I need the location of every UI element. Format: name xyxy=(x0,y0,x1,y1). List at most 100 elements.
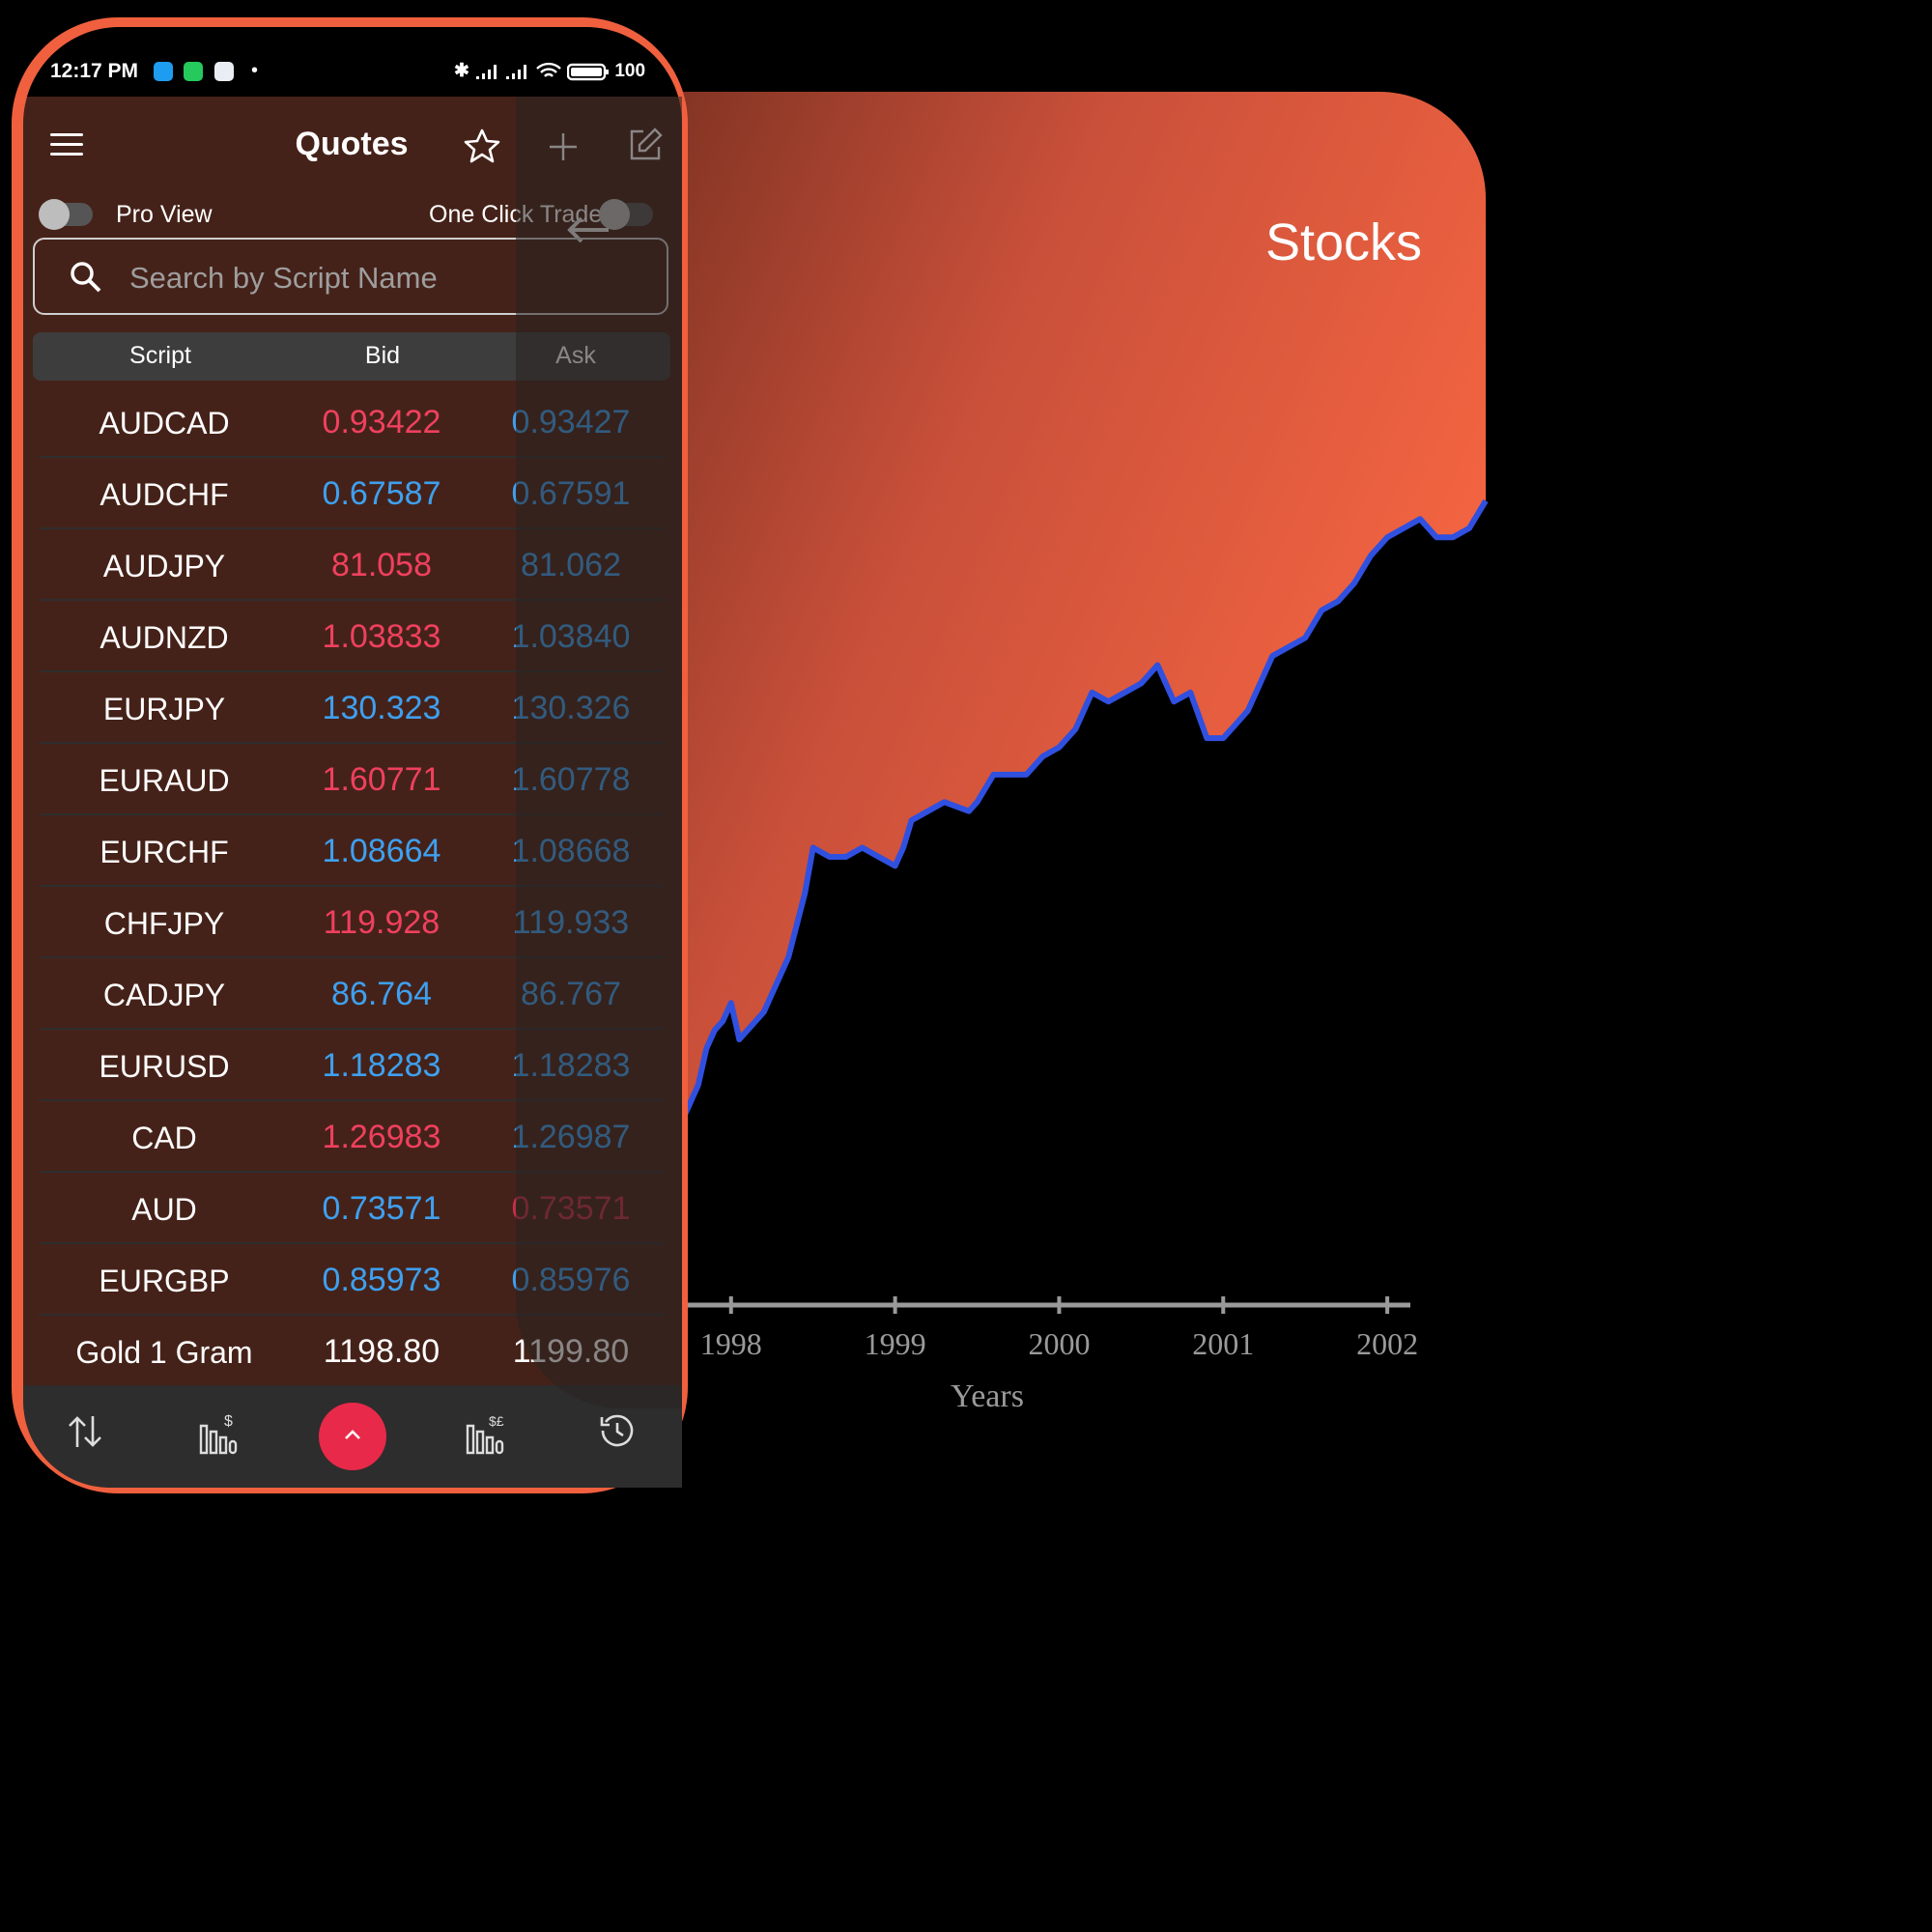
hamburger-icon[interactable] xyxy=(50,133,83,156)
wifi-icon xyxy=(535,62,561,77)
cell-script: AUDCHF xyxy=(99,477,229,512)
x-tick-label: 1998 xyxy=(700,1326,762,1361)
battery-level: 100 xyxy=(614,61,646,81)
cell-script: EURJPY xyxy=(102,692,226,726)
status-time: 12:17 PM xyxy=(50,60,139,82)
signal-icon-2 xyxy=(506,64,527,79)
cell-bid: 0.85973 xyxy=(322,1262,441,1298)
skype-icon xyxy=(154,62,173,81)
cell-bid: 81.058 xyxy=(331,547,432,583)
cell-script: Gold 1 Gram xyxy=(75,1335,253,1370)
cell-bid: 86.764 xyxy=(331,976,432,1012)
search-input[interactable] xyxy=(128,255,634,301)
cell-bid: 119.928 xyxy=(323,904,440,941)
pro-view-toggle[interactable] xyxy=(39,199,93,230)
status-bar: 12:17 PM • ✱ 100 xyxy=(23,27,682,97)
cell-bid: 1.60771 xyxy=(322,761,441,798)
history-icon[interactable] xyxy=(599,1412,636,1449)
cell-ask: 119.933 xyxy=(512,904,630,941)
table-row[interactable]: EURUSD 1.18283 1.18283 xyxy=(39,1030,665,1101)
area-below-line xyxy=(518,500,1486,1407)
cell-ask: 0.73571 xyxy=(511,1190,631,1227)
phone-screen: 12:17 PM • ✱ 100 Quotes Pro View One Cli… xyxy=(23,27,682,1488)
cell-bid: 0.93422 xyxy=(322,404,441,440)
table-row[interactable]: AUDNZD 1.03833 1.03840 xyxy=(39,601,665,672)
toggle-knob xyxy=(39,199,70,230)
x-tick-label: 2000 xyxy=(1028,1326,1090,1361)
cell-bid: 0.73571 xyxy=(322,1190,441,1227)
table-row[interactable]: EURCHF 1.08664 1.08668 xyxy=(39,815,665,887)
table-row[interactable]: EURJPY 130.323 130.326 xyxy=(39,672,665,744)
cell-script: AUDJPY xyxy=(102,549,226,583)
x-tick-label: 1999 xyxy=(865,1326,926,1361)
search-box xyxy=(33,238,668,315)
column-header-script[interactable]: Script xyxy=(129,342,191,369)
app-bar: Quotes xyxy=(23,97,682,203)
cell-ask: 81.062 xyxy=(521,547,621,583)
dollar-chart-icon[interactable]: $ xyxy=(197,1412,240,1455)
cell-ask: 1.26987 xyxy=(511,1119,631,1155)
svg-text:$£: $£ xyxy=(489,1413,504,1429)
cell-bid: 1.26983 xyxy=(322,1119,441,1155)
quotes-list: AUDCAD 0.93422 0.93427 AUDCHF 0.67587 0.67591… xyxy=(39,386,665,1387)
cell-bid: 0.67587 xyxy=(322,475,441,512)
cell-bid: 1.03833 xyxy=(322,618,441,655)
table-row[interactable]: Gold 1 Gram 1198.80 1199.80 xyxy=(39,1316,665,1387)
cell-ask: 1.60778 xyxy=(511,761,631,798)
cell-script: AUDCAD xyxy=(99,406,230,440)
cell-ask: 1.08668 xyxy=(511,833,631,869)
star-icon[interactable] xyxy=(463,128,501,166)
chevron-up-icon xyxy=(345,1429,360,1439)
table-row[interactable]: EURGBP 0.85973 0.85976 xyxy=(39,1244,665,1316)
trade-arrows-icon[interactable] xyxy=(66,1412,104,1451)
cell-ask: 0.93427 xyxy=(511,404,631,440)
cell-script: EURGBP xyxy=(99,1264,230,1298)
cell-ask: 0.85976 xyxy=(511,1262,631,1298)
bluetooth-icon: ✱ xyxy=(454,61,469,81)
column-header-bid[interactable]: Bid xyxy=(364,342,401,369)
cell-script: CAD xyxy=(131,1121,197,1155)
table-row[interactable]: AUDCHF 0.67587 0.67591 xyxy=(39,458,665,529)
cell-ask: 1.03840 xyxy=(511,618,631,655)
cell-script: CADJPY xyxy=(102,978,226,1012)
exchange-chart-icon[interactable]: $£ xyxy=(464,1412,506,1455)
x-tick-label: 2001 xyxy=(1192,1326,1254,1361)
cell-script: AUDNZD xyxy=(99,620,229,655)
cell-ask: 1199.80 xyxy=(512,1333,630,1370)
column-header-ask[interactable]: Ask xyxy=(555,342,596,369)
table-header: Script Bid Ask xyxy=(33,332,670,381)
svg-text:$: $ xyxy=(224,1413,233,1430)
cell-script: CHFJPY xyxy=(103,906,225,941)
table-row[interactable]: AUDCAD 0.93422 0.93427 xyxy=(39,386,665,458)
table-row[interactable]: CAD 1.26983 1.26987 xyxy=(39,1101,665,1173)
plus-icon[interactable] xyxy=(546,129,581,164)
signal-icon xyxy=(476,64,497,79)
status-right: ✱ 100 xyxy=(454,60,645,82)
chart-title: Stocks xyxy=(1264,213,1422,271)
table-row[interactable]: EURAUD 1.60771 1.60778 xyxy=(39,744,665,815)
cell-ask: 1.18283 xyxy=(511,1047,631,1084)
table-row[interactable]: AUDJPY 81.058 81.062 xyxy=(39,529,665,601)
cell-script: EURAUD xyxy=(99,763,230,798)
bottom-nav: $ $£ xyxy=(23,1385,682,1488)
cell-ask: 130.326 xyxy=(511,690,631,726)
x-tick-label: 2002 xyxy=(1356,1326,1418,1361)
cell-bid: 130.323 xyxy=(322,690,441,726)
cell-script: EURCHF xyxy=(99,835,229,869)
cell-ask: 86.767 xyxy=(521,976,621,1012)
page-title: Quotes xyxy=(295,126,409,162)
table-row[interactable]: AUD 0.73571 0.73571 xyxy=(39,1173,665,1244)
edit-icon[interactable] xyxy=(626,126,665,164)
table-row[interactable]: CHFJPY 119.928 119.933 xyxy=(39,887,665,958)
table-row[interactable]: CADJPY 86.764 86.767 xyxy=(39,958,665,1030)
x-axis-label: Years xyxy=(951,1378,1024,1414)
whatsapp-icon xyxy=(184,62,203,81)
cell-bid: 1198.80 xyxy=(323,1333,440,1370)
battery-icon xyxy=(566,63,610,81)
cell-bid: 1.08664 xyxy=(322,833,441,869)
search-icon xyxy=(71,262,101,293)
cell-ask: 0.67591 xyxy=(511,475,631,512)
cell-script: EURUSD xyxy=(99,1049,230,1084)
chevron-up-button[interactable] xyxy=(319,1403,386,1470)
status-dot: • xyxy=(251,60,259,81)
